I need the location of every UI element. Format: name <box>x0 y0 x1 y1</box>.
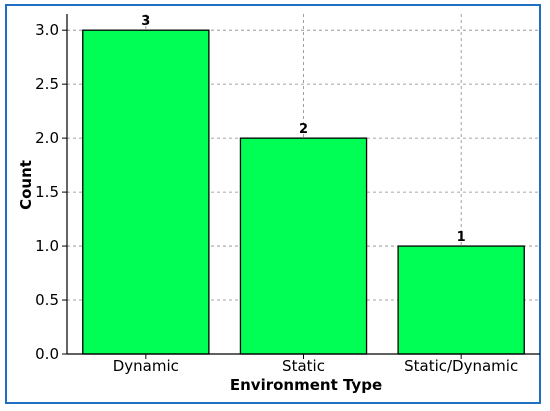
labels: 0.0 0.5 1.0 1.5 2.0 2.5 3.0 3 Dynamic 2 Static 1 Sta… <box>35 14 518 375</box>
bars <box>82 29 525 355</box>
y-tick-label: 1.0 <box>35 237 59 255</box>
bar-static <box>239 137 368 355</box>
axes <box>62 14 540 359</box>
y-tick-label: 0.5 <box>35 291 59 309</box>
y-tick-label: 1.5 <box>35 183 59 201</box>
y-tick-label: 2.5 <box>35 75 59 93</box>
bar-dynamic <box>82 29 210 355</box>
x-tick-label: Dynamic <box>113 357 179 375</box>
x-tick-label: Static <box>282 357 325 375</box>
y-axis-label: Count <box>17 160 35 210</box>
y-tick-label: 0.0 <box>35 345 59 363</box>
y-tick-label: 3.0 <box>35 21 59 39</box>
x-axis-label: Environment Type <box>230 376 382 394</box>
x-tick-label: Static/Dynamic <box>404 357 518 375</box>
data-label: 3 <box>141 14 150 29</box>
y-tick-label: 2.0 <box>35 129 59 147</box>
bar-static-dynamic <box>397 245 525 355</box>
data-label: 1 <box>457 230 466 245</box>
data-label: 2 <box>299 122 308 137</box>
